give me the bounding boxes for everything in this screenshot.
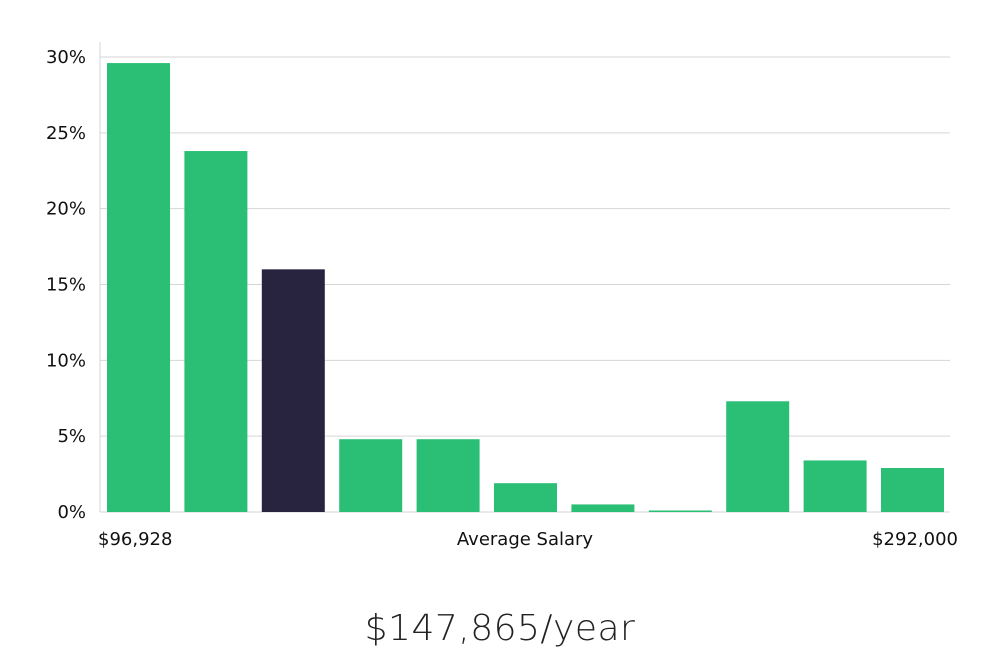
salary-distribution-chart: 0% 5% 10% 15% 20% 25% 30% [46,42,950,523]
y-tick-label: 30% [46,47,86,68]
bar [184,151,248,513]
y-tick-label: 20% [46,199,86,220]
min-salary-label: $96,928 [98,529,173,550]
bar [107,63,170,513]
y-tick-label: 10% [46,350,86,371]
bar [571,504,635,512]
bar [416,439,480,512]
x-axis-label: Average Salary [456,529,594,550]
bar [803,460,867,512]
bar [339,439,403,512]
bar [494,483,557,512]
average-salary-value: $147,865/year [364,608,636,649]
bars [107,63,944,513]
y-tick-label: 5% [57,426,86,447]
max-salary-label: $292,000 [872,529,958,550]
bar [726,401,790,512]
bar [881,468,944,512]
y-axis-ticks: 0% 5% 10% 15% 20% 25% 30% [46,47,86,523]
y-tick-label: 15% [46,275,86,296]
bar-highlighted [261,269,325,512]
y-tick-label: 0% [57,502,86,523]
y-tick-label: 25% [46,123,86,144]
bar [648,510,712,512]
